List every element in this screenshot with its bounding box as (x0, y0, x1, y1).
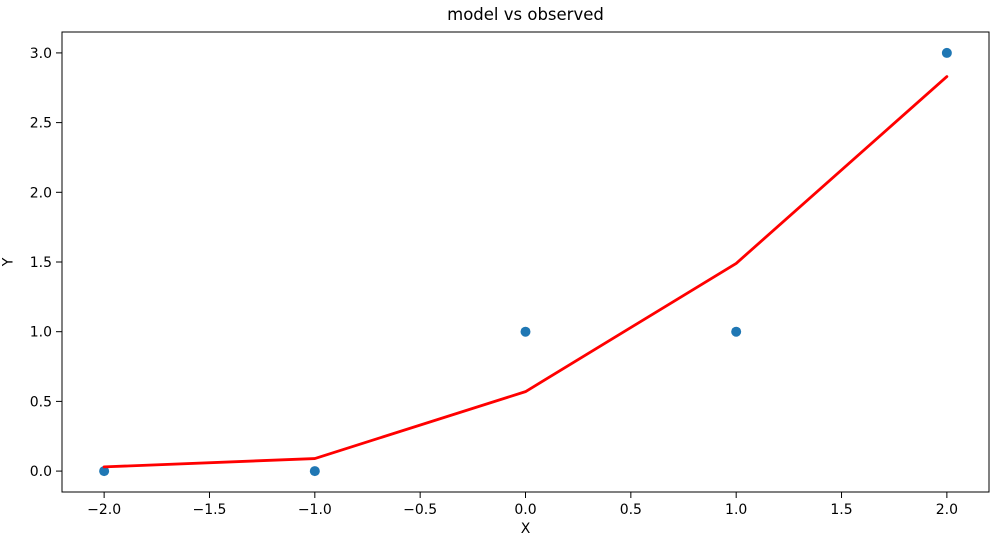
x-tick-label: 0.0 (514, 502, 536, 518)
y-tick-label: 1.0 (30, 325, 52, 341)
y-tick-label: 0.0 (30, 464, 52, 480)
x-axis-label: X (520, 521, 531, 537)
x-tick-label: −2.0 (87, 502, 121, 518)
chart-title: model vs observed (447, 5, 604, 24)
observed-point (731, 326, 742, 337)
y-tick-label: 0.5 (30, 394, 52, 410)
x-tick-label: 1.0 (725, 502, 747, 518)
model-line (102, 75, 949, 469)
x-tick-label: −1.5 (192, 502, 226, 518)
y-tick-label: 2.0 (30, 185, 52, 201)
y-tick-label: 1.5 (30, 255, 52, 271)
observed-point (309, 466, 320, 477)
x-tick-label: −1.0 (298, 502, 332, 518)
y-tick-label: 3.0 (30, 46, 52, 62)
observed-point (520, 326, 531, 337)
y-axis-label: Y (0, 257, 17, 267)
axes-spines (61, 31, 990, 493)
observed-point (941, 47, 952, 58)
x-tick-label: 2.0 (936, 502, 958, 518)
x-tick-label: 1.5 (830, 502, 852, 518)
x-tick-label: 0.5 (620, 502, 642, 518)
x-tick-label: −0.5 (403, 502, 437, 518)
y-tick-label: 2.5 (30, 116, 52, 132)
observed-point (99, 466, 110, 477)
